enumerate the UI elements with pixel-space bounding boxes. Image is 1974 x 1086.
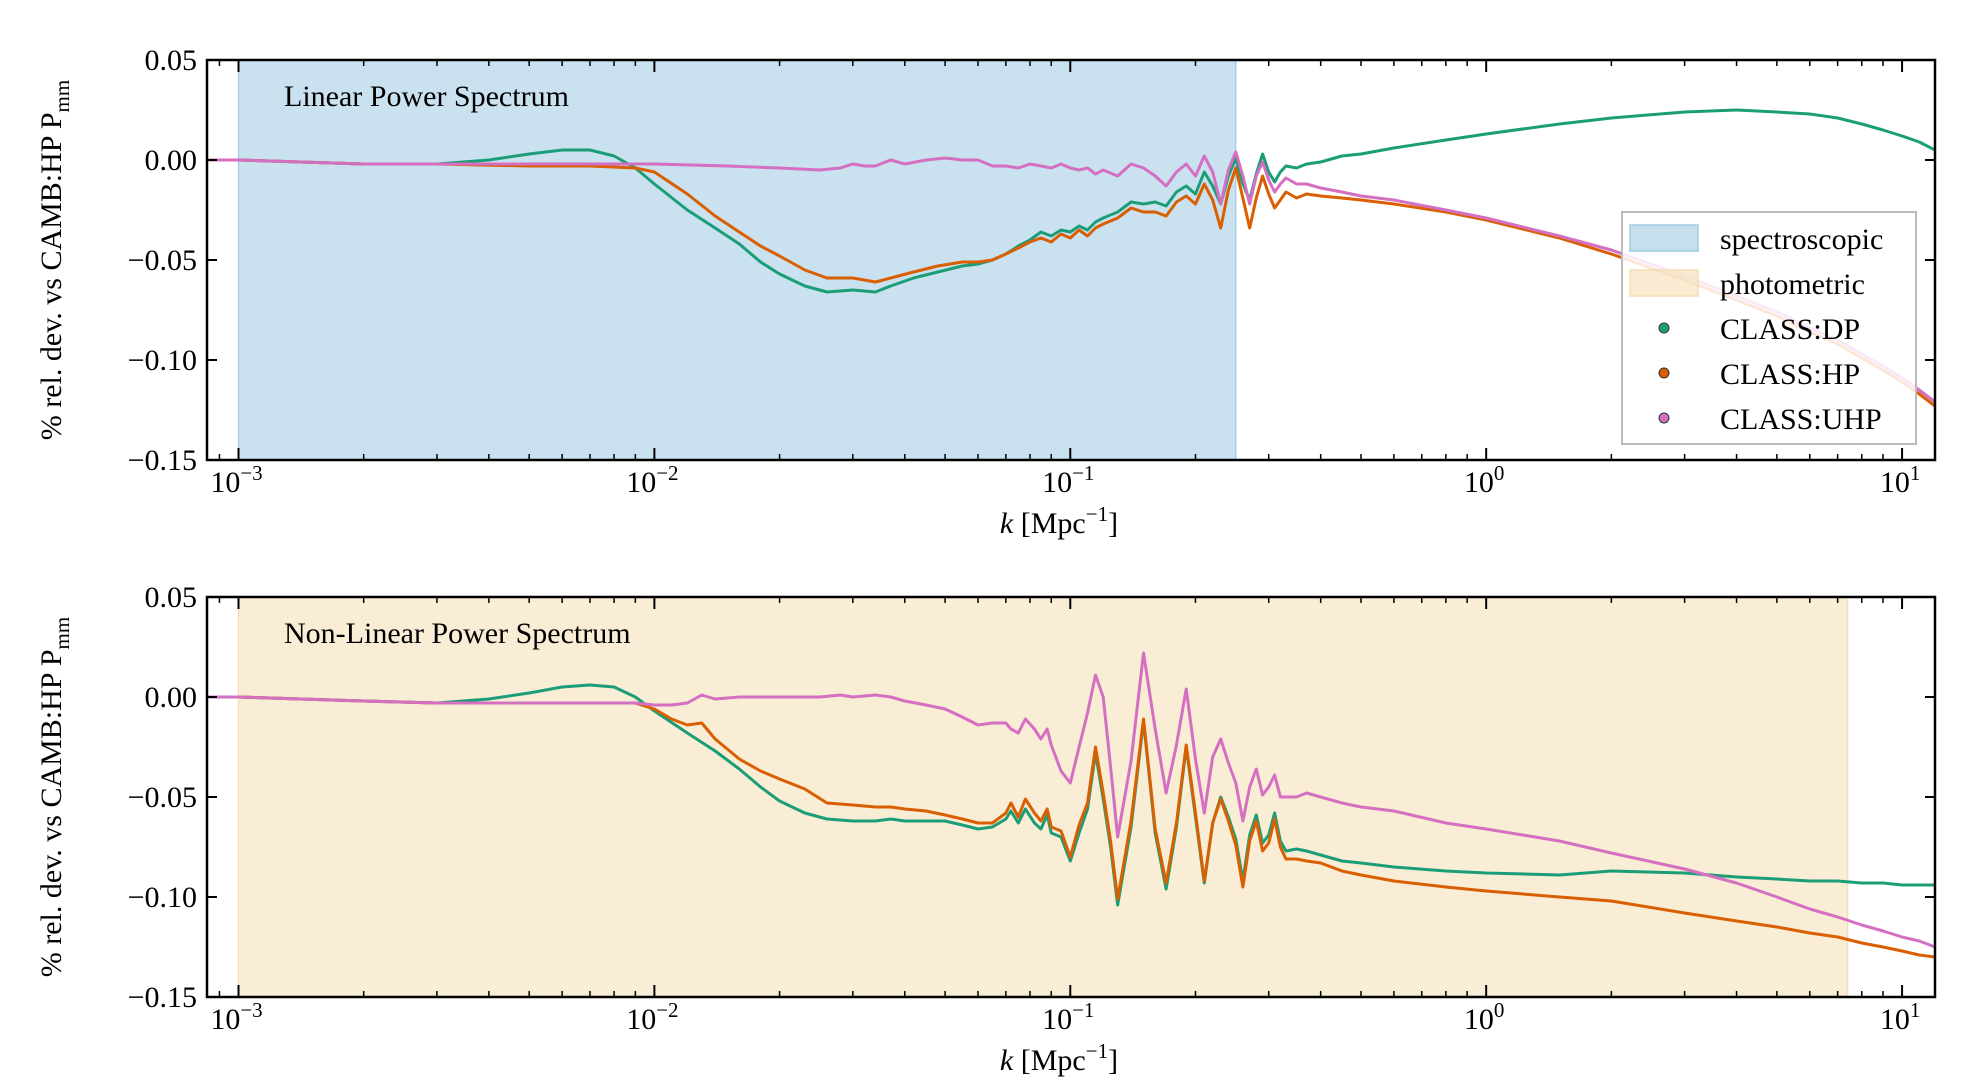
y-tick-label: 0.05 bbox=[145, 581, 198, 614]
y-tick-label: −0.10 bbox=[128, 344, 197, 377]
legend-marker-class-dp bbox=[1658, 322, 1670, 334]
y-tick-label: 0.00 bbox=[145, 144, 198, 177]
legend-label-spectroscopic: spectroscopic bbox=[1720, 223, 1883, 256]
y-tick-label: −0.05 bbox=[128, 781, 197, 814]
x-tick-label: 10−3 bbox=[210, 461, 262, 499]
legend-label-class-dp: CLASS:DP bbox=[1720, 313, 1860, 346]
y-tick-label: −0.15 bbox=[128, 444, 197, 477]
x-axis-title: k [Mpc−1] bbox=[1000, 1039, 1118, 1077]
y-tick-label: 0.00 bbox=[145, 681, 198, 714]
x-tick-label: 101 bbox=[1880, 998, 1921, 1036]
x-tick-label: 10−1 bbox=[1042, 461, 1094, 499]
series-line-class-uhp bbox=[207, 651, 1935, 949]
y-tick-label: 0.05 bbox=[145, 44, 198, 77]
x-tick-label: 10−2 bbox=[626, 461, 678, 499]
legend-label-photometric: photometric bbox=[1720, 268, 1865, 301]
x-tick-label: 100 bbox=[1464, 998, 1505, 1036]
y-tick-label: −0.10 bbox=[128, 881, 197, 914]
non-linear-power-spectrum-panel: 0.05 0.00 −0.05 −0.10 −0.15 10−3 10−2 10−1 100 10… bbox=[35, 581, 1937, 1077]
legend: spectroscopic photometric CLASS:DP CLASS:HP… bbox=[1621, 211, 1917, 445]
x-tick-label: 10−3 bbox=[210, 998, 262, 1036]
y-tick-label: −0.15 bbox=[128, 981, 197, 1014]
legend-marker-class-uhp bbox=[1658, 412, 1670, 424]
legend-swatch-spectroscopic bbox=[1629, 224, 1699, 252]
y-axis-title: % rel. dev. vs CAMB:HP Pmm bbox=[35, 80, 74, 440]
linear-power-spectrum-panel: 0.05 0.00 −0.05 −0.10 −0.15 10−3 10−2 10−1 100 10… bbox=[35, 44, 1937, 540]
photometric-shaded-region bbox=[237, 596, 1849, 998]
x-tick-label: 10−1 bbox=[1042, 998, 1094, 1036]
series-line-class-uhp bbox=[207, 150, 1935, 404]
series-line-class-hp bbox=[207, 695, 1935, 959]
panel-title: Non-Linear Power Spectrum bbox=[284, 617, 631, 650]
panel-title: Linear Power Spectrum bbox=[284, 80, 569, 113]
x-axis-title: k [Mpc−1] bbox=[1000, 502, 1118, 540]
x-tick-label: 10−2 bbox=[626, 998, 678, 1036]
series-line-class-hp bbox=[207, 158, 1935, 408]
legend-label-class-uhp: CLASS:UHP bbox=[1720, 403, 1882, 436]
y-tick-label: −0.05 bbox=[128, 244, 197, 277]
x-tick-label: 100 bbox=[1464, 461, 1505, 499]
legend-label-class-hp: CLASS:HP bbox=[1720, 358, 1860, 391]
spectroscopic-shaded-region bbox=[237, 59, 1237, 461]
x-tick-label: 101 bbox=[1880, 461, 1921, 499]
y-axis-title: % rel. dev. vs CAMB:HP Pmm bbox=[35, 617, 74, 977]
series-line-class-dp bbox=[207, 108, 1935, 294]
legend-marker-class-hp bbox=[1658, 367, 1670, 379]
legend-swatch-photometric bbox=[1629, 269, 1699, 297]
